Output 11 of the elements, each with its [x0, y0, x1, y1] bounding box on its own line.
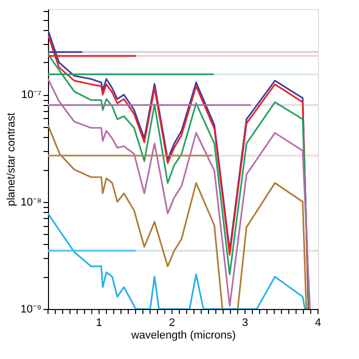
line-series	[48, 212, 306, 309]
x-tick-label: 1	[96, 317, 102, 329]
line-series	[48, 124, 308, 309]
y-tick-label: 10⁻⁷	[21, 89, 42, 102]
y-tick-label: 10⁻⁹	[20, 304, 42, 316]
x-tick-label: 2	[168, 317, 176, 329]
x-tick-label: 4	[314, 317, 322, 329]
y-axis-title: planet/star contrast	[6, 112, 18, 206]
x-axis-title: wavelength (microns)	[130, 330, 236, 342]
y-tick-label: 10⁻⁸	[20, 196, 42, 208]
x-tick-label: 3	[242, 317, 248, 329]
